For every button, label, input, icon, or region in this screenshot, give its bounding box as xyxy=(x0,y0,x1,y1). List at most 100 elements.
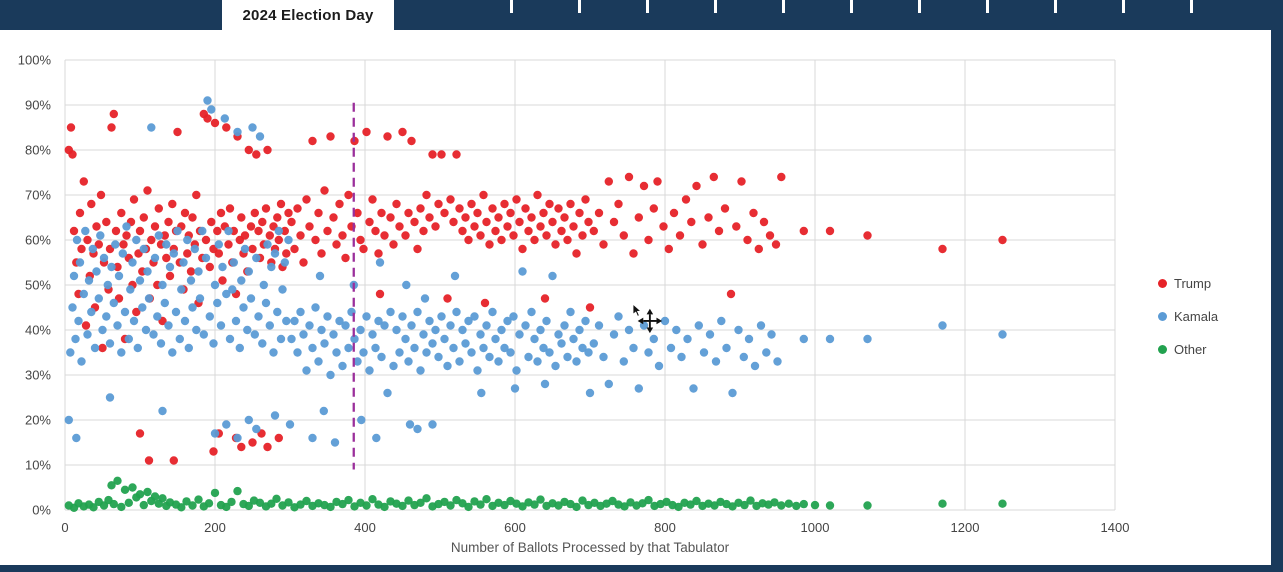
data-point-kamala xyxy=(210,280,220,290)
data-point-other xyxy=(139,500,148,510)
data-point-other xyxy=(998,499,1007,508)
data-point-trump xyxy=(173,127,182,137)
data-point-kamala xyxy=(94,294,104,303)
y-axis-tick-label: 0% xyxy=(32,503,51,518)
data-point-trump xyxy=(237,442,246,452)
data-point-trump xyxy=(216,208,226,218)
data-point-kamala xyxy=(443,361,452,371)
data-point-trump xyxy=(207,217,216,227)
x-axis-tick-label: 1400 xyxy=(1101,520,1130,535)
data-point-kamala xyxy=(90,343,100,353)
data-point-trump xyxy=(452,150,461,159)
data-point-trump xyxy=(604,177,613,186)
data-point-other xyxy=(404,496,413,505)
data-point-trump xyxy=(720,204,730,213)
legend: Trump Kamala Other xyxy=(1158,267,1218,366)
data-point-trump xyxy=(274,433,283,443)
data-point-other xyxy=(620,502,629,511)
data-point-other xyxy=(446,501,455,510)
data-point-kamala xyxy=(470,312,479,321)
data-point-trump xyxy=(653,177,662,186)
data-point-kamala xyxy=(270,249,280,258)
data-point-kamala xyxy=(84,276,94,285)
data-point-trump xyxy=(261,204,271,213)
data-point-trump xyxy=(455,204,464,213)
data-point-kamala xyxy=(477,388,486,398)
data-point-kamala xyxy=(150,253,160,263)
data-point-kamala xyxy=(677,352,686,362)
data-point-trump xyxy=(754,244,763,254)
data-point-kamala xyxy=(308,343,317,353)
data-point-kamala xyxy=(233,433,242,443)
data-point-kamala xyxy=(192,325,201,335)
data-point-trump xyxy=(530,235,539,245)
data-point-kamala xyxy=(419,330,428,339)
data-point-trump xyxy=(335,199,344,209)
data-point-kamala xyxy=(672,325,681,335)
data-point-kamala xyxy=(689,384,698,393)
data-point-other xyxy=(107,481,116,490)
data-point-trump xyxy=(203,114,212,123)
data-point-trump xyxy=(192,190,201,200)
data-point-trump xyxy=(205,262,214,272)
data-point-trump xyxy=(765,231,775,240)
data-point-trump xyxy=(726,289,736,299)
data-point-trump xyxy=(440,208,449,218)
data-point-kamala xyxy=(158,406,167,416)
data-point-kamala xyxy=(863,334,872,344)
data-point-other xyxy=(777,501,786,510)
data-point-kamala xyxy=(75,258,85,267)
data-point-kamala xyxy=(374,316,383,326)
data-point-trump xyxy=(428,150,437,159)
data-point-kamala xyxy=(515,330,524,339)
data-point-trump xyxy=(254,226,263,236)
data-point-kamala xyxy=(278,285,287,294)
data-point-kamala xyxy=(450,271,460,281)
data-point-kamala xyxy=(81,226,90,236)
data-point-other xyxy=(210,488,220,498)
data-point-kamala xyxy=(386,307,395,317)
data-point-trump xyxy=(75,208,85,218)
data-point-kamala xyxy=(162,240,171,249)
data-point-trump xyxy=(79,177,89,186)
data-point-kamala xyxy=(79,289,89,299)
data-point-trump xyxy=(863,231,872,240)
data-point-kamala xyxy=(425,316,434,326)
data-point-trump xyxy=(709,172,718,182)
data-point-trump xyxy=(500,199,509,209)
data-point-kamala xyxy=(102,312,111,321)
data-point-other xyxy=(124,498,133,507)
data-point-trump xyxy=(563,235,572,245)
data-point-trump xyxy=(431,222,440,231)
data-point-kamala xyxy=(218,262,227,272)
data-point-trump xyxy=(117,208,126,218)
data-point-other xyxy=(482,495,491,504)
data-point-kamala xyxy=(338,361,347,371)
data-point-other xyxy=(113,476,122,485)
data-point-kamala xyxy=(317,325,326,335)
data-point-kamala xyxy=(143,267,152,276)
data-point-other xyxy=(938,499,947,508)
data-point-other xyxy=(338,499,347,509)
data-point-kamala xyxy=(285,420,295,429)
y-axis-tick-label: 50% xyxy=(25,278,51,293)
chart-panel xyxy=(0,30,1271,565)
data-point-trump xyxy=(759,217,769,227)
data-point-trump xyxy=(284,208,293,218)
data-point-trump xyxy=(443,294,452,303)
data-point-kamala xyxy=(198,226,207,236)
data-point-kamala xyxy=(190,244,199,254)
data-point-trump xyxy=(557,226,566,236)
data-point-kamala xyxy=(214,240,223,249)
data-point-other xyxy=(344,495,353,505)
data-point-trump xyxy=(407,136,416,146)
y-axis-tick-label: 20% xyxy=(25,413,51,428)
data-point-kamala xyxy=(739,352,748,362)
data-point-kamala xyxy=(72,235,82,245)
data-point-trump xyxy=(332,240,341,249)
data-point-kamala xyxy=(604,379,613,389)
data-point-kamala xyxy=(135,276,145,285)
data-point-kamala xyxy=(344,343,353,353)
data-point-kamala xyxy=(521,321,530,330)
